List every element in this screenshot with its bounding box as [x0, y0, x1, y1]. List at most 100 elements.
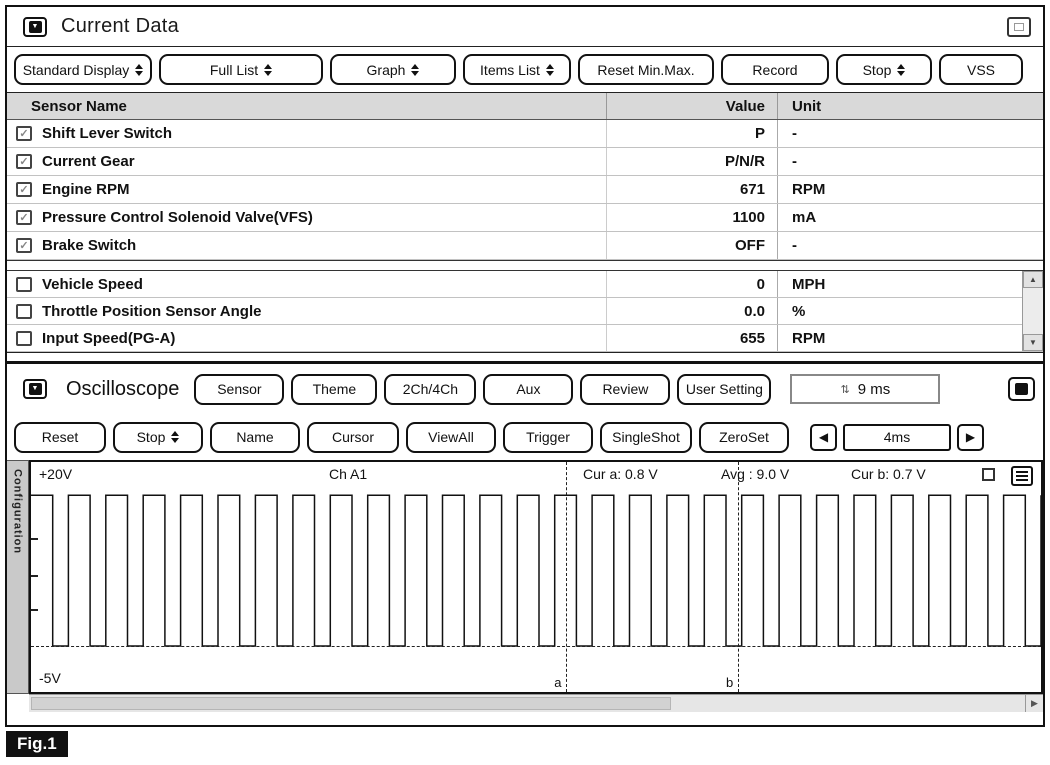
singleshot-button[interactable]: SingleShot: [600, 421, 692, 453]
oscilloscope-title: Oscilloscope: [66, 377, 180, 400]
user-setting-button[interactable]: User Setting: [677, 373, 772, 405]
channel-mode-button[interactable]: 2Ch/4Ch: [384, 373, 477, 405]
window-button[interactable]: [1007, 16, 1031, 37]
sensor-value: OFF: [606, 232, 777, 259]
selected-rows: ✓ Shift Lever Switch P - ✓ Current Gear …: [7, 120, 1043, 260]
check-icon: ✓: [19, 212, 29, 224]
name-button[interactable]: Name: [210, 421, 300, 453]
collapse-button[interactable]: ▼: [23, 16, 47, 37]
horizontal-scrollbar[interactable]: ▶: [29, 694, 1043, 712]
configuration-tab[interactable]: Configuration: [7, 460, 29, 694]
scrollbar-up-button[interactable]: ▲: [1023, 271, 1043, 288]
row-name-cell: Throttle Position Sensor Angle: [7, 298, 606, 324]
stop-button[interactable]: Stop: [836, 54, 932, 85]
button-label: SingleShot: [612, 429, 680, 445]
current-data-title: Current Data: [61, 15, 180, 37]
row-spacer: [1021, 148, 1043, 175]
row-checkbox[interactable]: ✓: [16, 182, 32, 197]
up-arrow-icon: ▲: [1029, 275, 1037, 284]
display-mode-button[interactable]: Standard Display: [14, 54, 152, 85]
sensor-unit: RPM: [777, 176, 1021, 203]
vss-button[interactable]: VSS: [939, 54, 1023, 85]
table-row[interactable]: ✓ Engine RPM 671 RPM: [7, 176, 1043, 204]
table-row[interactable]: Throttle Position Sensor Angle 0.0 %: [7, 298, 1043, 325]
row-checkbox[interactable]: [16, 303, 32, 319]
zeroset-button[interactable]: ZeroSet: [699, 421, 789, 453]
sensor-value: 0: [606, 271, 777, 297]
row-name-cell: ✓ Shift Lever Switch: [7, 120, 606, 147]
scrollbar-down-button[interactable]: ▼: [1023, 334, 1043, 351]
scope-area: Configuration +20V Ch A1 Cur a: 0.8 V: [7, 460, 1043, 725]
table-row[interactable]: ✓ Current Gear P/N/R -: [7, 148, 1043, 176]
timebase-next-button[interactable]: ▶: [957, 423, 984, 451]
cursor-b-readout: Cur b: 0.7 V: [851, 466, 926, 482]
table-row[interactable]: Vehicle Speed 0 MPH: [7, 271, 1043, 298]
button-label: User Setting: [685, 381, 763, 397]
button-label: Theme: [312, 381, 357, 397]
voltage-tick: [31, 537, 38, 540]
row-checkbox[interactable]: ✓: [16, 154, 32, 169]
collapse-button[interactable]: ▼: [23, 379, 47, 399]
row-checkbox[interactable]: ✓: [16, 210, 32, 225]
sensor-value: 655: [606, 325, 777, 351]
record-button[interactable]: Record: [721, 54, 829, 85]
button-label: Record: [752, 61, 798, 78]
column-header-name[interactable]: Sensor Name: [31, 97, 127, 115]
button-label: ViewAll: [428, 429, 474, 445]
viewall-button[interactable]: ViewAll: [406, 421, 496, 453]
theme-button[interactable]: Theme: [291, 373, 378, 405]
current-data-header: ▼ Current Data: [7, 7, 1043, 47]
table-row[interactable]: ✓ Pressure Control Solenoid Valve(VFS) 1…: [7, 204, 1043, 232]
reset-button[interactable]: Reset: [14, 421, 106, 453]
row-name-cell: ✓ Brake Switch: [7, 232, 606, 259]
row-checkbox[interactable]: [16, 330, 32, 346]
list-mode-button[interactable]: Full List: [159, 54, 323, 85]
hscroll-right-button[interactable]: ▶: [1025, 695, 1043, 712]
table-row[interactable]: ✓ Shift Lever Switch P -: [7, 120, 1043, 148]
scope-stop-dropdown-button[interactable]: Stop: [113, 421, 203, 453]
column-header-unit[interactable]: Unit: [777, 93, 1021, 119]
sensor-button[interactable]: Sensor: [194, 373, 285, 405]
check-icon: ✓: [19, 156, 29, 168]
items-list-button[interactable]: Items List: [463, 54, 571, 85]
voltage-max-label: +20V: [39, 466, 73, 482]
scope-stop-button[interactable]: [1008, 377, 1035, 401]
graph-button[interactable]: Graph: [330, 54, 456, 85]
sensor-name: Current Gear: [42, 153, 135, 170]
section-gap: [7, 353, 1043, 361]
scope-plot[interactable]: +20V Ch A1 Cur a: 0.8 V Avg : 9.0 V Cur …: [29, 460, 1043, 694]
right-arrow-icon: ▶: [965, 430, 976, 444]
sensor-name: Vehicle Speed: [42, 275, 143, 293]
channel-checkbox[interactable]: [982, 468, 995, 481]
sensor-name: Shift Lever Switch: [42, 125, 173, 142]
review-button[interactable]: Review: [580, 373, 671, 405]
scope-column: +20V Ch A1 Cur a: 0.8 V Avg : 9.0 V Cur …: [29, 460, 1043, 725]
sensor-value: 671: [606, 176, 777, 203]
row-checkbox[interactable]: ✓: [16, 238, 32, 253]
button-label: Cursor: [331, 429, 374, 445]
aux-button[interactable]: Aux: [483, 373, 574, 405]
column-header-value[interactable]: Value: [606, 93, 777, 119]
hscroll-thumb[interactable]: [31, 697, 671, 710]
sensor-value: 0.0: [606, 298, 777, 324]
oscilloscope-panel: ▼ Oscilloscope Sensor Theme 2Ch/4Ch Aux …: [7, 361, 1043, 725]
timebase-readout: 4ms: [843, 423, 951, 451]
reset-minmax-button[interactable]: Reset Min.Max.: [578, 54, 714, 85]
cursor-a-line[interactable]: [566, 462, 568, 692]
cursor-b-line[interactable]: [738, 462, 739, 692]
unselected-rows: Vehicle Speed 0 MPH Throttle Position Se…: [7, 271, 1043, 353]
row-checkbox[interactable]: ✓: [16, 126, 32, 141]
sensor-unit: -: [777, 148, 1021, 175]
sensor-value: P: [606, 120, 777, 147]
oscilloscope-toolbar: Reset Stop Name Cursor ViewAll Trigger S…: [7, 414, 1043, 460]
timebase-prev-button[interactable]: ◀: [810, 423, 837, 451]
button-label: Reset Min.Max.: [597, 61, 695, 78]
cursor-b-marker: b: [726, 675, 734, 690]
cursor-button[interactable]: Cursor: [307, 421, 399, 453]
row-checkbox[interactable]: [16, 276, 32, 292]
table-row[interactable]: ✓ Brake Switch OFF -: [7, 232, 1043, 260]
scope-menu-button[interactable]: [1011, 466, 1033, 486]
table-scrollbar[interactable]: ▲ ▼: [1022, 271, 1043, 351]
table-row[interactable]: Input Speed(PG-A) 655 RPM: [7, 325, 1043, 352]
trigger-button[interactable]: Trigger: [503, 421, 593, 453]
